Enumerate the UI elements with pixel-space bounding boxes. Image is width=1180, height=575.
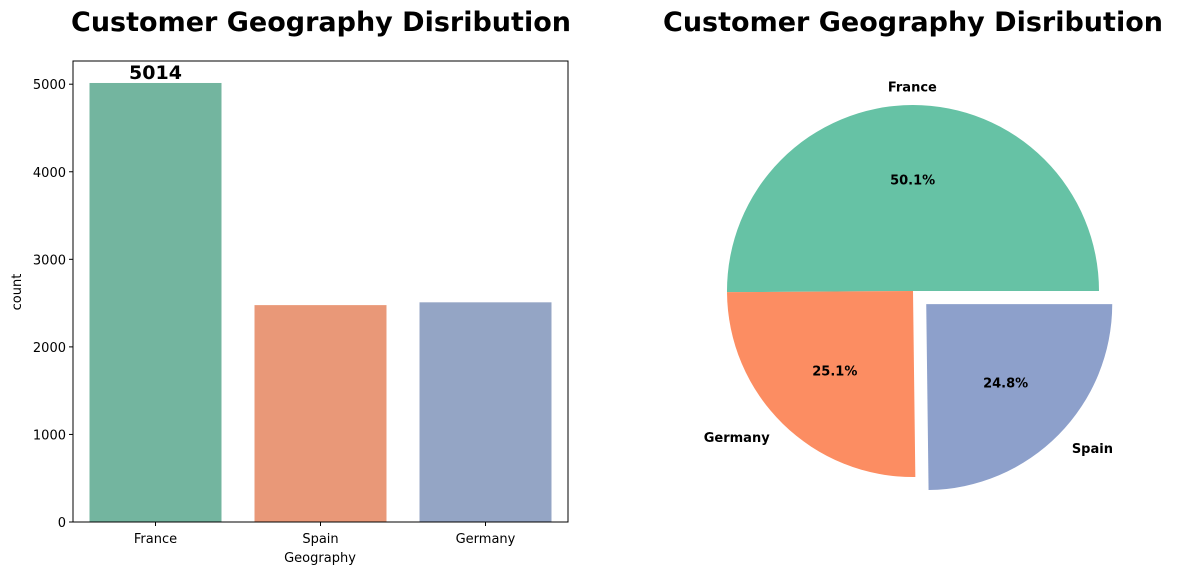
pie-percent-label: 25.1% — [812, 365, 857, 380]
bar-germany — [419, 302, 552, 522]
y-tick-label: 3000 — [33, 253, 66, 268]
y-axis-label: count — [10, 274, 25, 311]
x-tick-label: Germany — [456, 532, 516, 547]
pie-labels: France 50.1% Germany 25.1% Spain 24.8% — [704, 80, 1113, 456]
bar-spain — [254, 305, 387, 522]
y-tick-label: 4000 — [33, 166, 66, 181]
x-tick-label: France — [134, 532, 177, 547]
y-tick-label: 1000 — [33, 428, 66, 443]
bar-data-label: 5014 — [129, 62, 182, 84]
x-axis-label: Geography — [284, 551, 356, 566]
pie-percent-label: 24.8% — [983, 376, 1028, 391]
bar-series — [89, 82, 552, 523]
pie-slice-france — [727, 105, 1099, 293]
bar-chart-title: Customer Geography Disribution — [71, 7, 571, 38]
y-axis-ticks: 0 1000 2000 3000 4000 5000 — [33, 78, 73, 531]
pie-slices — [727, 105, 1113, 491]
pie-chart: France 50.1% Germany 25.1% Spain 24.8% — [704, 80, 1113, 491]
y-tick-label: 0 — [58, 516, 66, 531]
plot-frame — [72, 60, 569, 523]
bar-france — [89, 82, 222, 523]
bar-data-labels: 5014 — [129, 62, 182, 84]
pie-slice-spain — [926, 304, 1113, 491]
pie-percent-label: 50.1% — [890, 173, 935, 188]
pie-label-germany: Germany — [704, 431, 770, 446]
x-tick-label: Spain — [302, 532, 338, 547]
pie-label-france: France — [888, 80, 937, 95]
y-tick-label: 2000 — [33, 341, 66, 356]
pie-slice-germany — [727, 291, 916, 477]
pie-label-spain: Spain — [1072, 442, 1113, 457]
x-axis-ticks: France Spain Germany — [134, 522, 516, 547]
bar-chart: 0 1000 2000 3000 4000 5000 France Spain Germany… — [10, 60, 569, 566]
y-tick-label: 5000 — [33, 78, 66, 93]
pie-chart-title: Customer Geography Disribution — [663, 7, 1163, 38]
